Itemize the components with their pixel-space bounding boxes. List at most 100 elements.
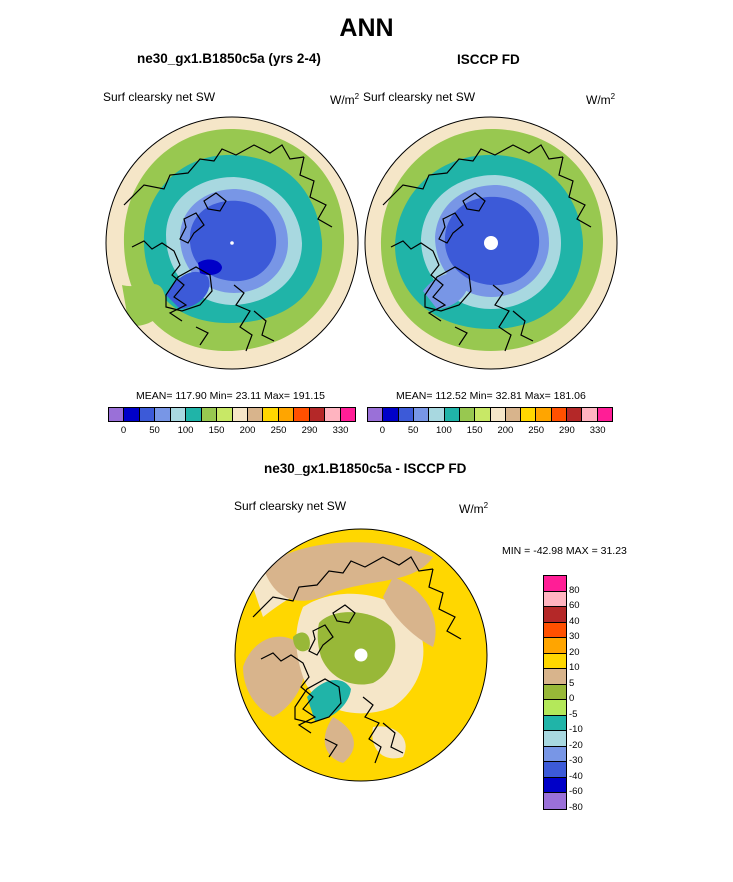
colorbar-swatch (544, 669, 566, 685)
right-panel-title: ISCCP FD (457, 52, 520, 67)
colorbar-swatch (109, 408, 125, 421)
colorbar-swatch (544, 762, 566, 778)
colorbar-swatch (368, 408, 384, 421)
colorbar-swatch (444, 408, 460, 421)
colorbar-swatch (294, 408, 310, 421)
colorbar-swatch (490, 408, 506, 421)
colorbar-swatch (413, 408, 430, 421)
colorbar-tick-label: 330 (589, 425, 606, 436)
colorbar-tick-label: 100 (177, 425, 194, 436)
colorbar-tick-label: 40 (569, 615, 580, 627)
colorbar-tick-label: 290 (301, 425, 318, 436)
colorbar-swatch (475, 408, 491, 421)
colorbar-tick-label: 100 (435, 425, 452, 436)
colorbar-tick-label: -80 (569, 801, 583, 813)
colorbar-swatch (201, 408, 218, 421)
figure-title: ANN (339, 14, 394, 42)
colorbar-tick-label: 250 (270, 425, 287, 436)
colorbar-tick-label: 150 (466, 425, 483, 436)
right-colorbar-ticks: 0 50 100 150 200 250 290 330 (367, 425, 613, 439)
colorbar-swatch (232, 408, 248, 421)
difference-colorbar-ticks: 80 60 40 30 20 10 5 0 -5 -10 -20 -30 -40 -60 -80 (569, 575, 609, 815)
colorbar-swatch (544, 793, 566, 809)
colorbar-tick-label: 0 (379, 425, 386, 436)
left-colorbar-ticks: 0 50 100 150 200 250 290 330 (108, 425, 356, 439)
colorbar-tick-label: 200 (239, 425, 256, 436)
colorbar-tick-label: -40 (569, 770, 583, 782)
colorbar-swatch (325, 408, 341, 421)
colorbar-swatch (544, 591, 566, 607)
left-polar-map (105, 116, 359, 370)
colorbar-tick-label: 0 (569, 693, 575, 704)
right-units-label: W/m2 (586, 92, 616, 107)
colorbar-swatch (544, 715, 566, 731)
colorbar-swatch (582, 408, 598, 421)
colorbar-swatch (309, 408, 326, 421)
colorbar-swatch (544, 622, 566, 638)
colorbar-tick-label: 50 (407, 425, 419, 436)
left-panel-title: ne30_gx1.B1850c5a (yrs 2-4) (137, 51, 321, 66)
colorbar-swatch (544, 638, 566, 654)
colorbar-swatch (170, 408, 187, 421)
colorbar-tick-label: -30 (569, 755, 583, 766)
colorbar-tick-label: -20 (569, 739, 583, 751)
colorbar-tick-label: 0 (120, 425, 127, 436)
colorbar-swatch (139, 408, 156, 421)
colorbar-tick-label: 150 (208, 425, 225, 436)
colorbar-tick-label: -5 (569, 708, 578, 720)
colorbar-swatch (398, 408, 414, 421)
difference-minmax: MIN = -42.98 MAX = 31.23 (502, 545, 627, 557)
colorbar-tick-label: 60 (569, 600, 580, 611)
colorbar-swatch (544, 746, 566, 762)
colorbar-swatch (544, 731, 566, 747)
colorbar-swatch (340, 408, 355, 421)
colorbar-swatch (247, 408, 264, 421)
colorbar-swatch (459, 408, 476, 421)
colorbar-tick-label: 200 (497, 425, 514, 436)
colorbar-tick-label: 250 (528, 425, 545, 436)
colorbar-swatch (551, 408, 568, 421)
colorbar-tick-label: -60 (569, 786, 583, 797)
colorbar-swatch (567, 408, 583, 421)
colorbar-tick-label: 290 (558, 425, 575, 436)
colorbar-swatch (544, 684, 566, 700)
colorbar-tick-label: 30 (569, 631, 580, 642)
left-stats: MEAN= 117.90 Min= 23.11 Max= 191.15 (136, 390, 326, 402)
colorbar-swatch (544, 653, 566, 669)
right-colorbar (367, 407, 613, 422)
colorbar-swatch (544, 607, 566, 623)
colorbar-tick-label: 50 (149, 425, 160, 436)
colorbar-swatch (536, 408, 552, 421)
colorbar-swatch (429, 408, 445, 421)
right-stats: MEAN= 112.52 Min= 32.81 Max= 181.06 (396, 390, 586, 402)
colorbar-swatch (544, 576, 566, 592)
colorbar-swatch (124, 408, 140, 421)
colorbar-swatch (217, 408, 233, 421)
left-colorbar (108, 407, 356, 422)
left-variable-label: Surf clearsky net SW (103, 90, 216, 104)
colorbar-swatch (544, 777, 566, 793)
difference-polar-map (234, 528, 488, 782)
right-variable-label: Surf clearsky net SW (363, 90, 476, 104)
difference-colorbar (543, 575, 567, 810)
colorbar-tick-label: 80 (569, 584, 580, 596)
left-units-label: W/m2 (330, 92, 360, 107)
colorbar-tick-label: 330 (332, 425, 349, 436)
colorbar-swatch (263, 408, 279, 421)
colorbar-swatch (383, 408, 399, 421)
colorbar-tick-label: 5 (569, 677, 575, 689)
right-polar-map (364, 116, 618, 370)
colorbar-swatch (155, 408, 171, 421)
colorbar-tick-label: -10 (569, 724, 583, 735)
difference-variable-label: Surf clearsky net SW (234, 499, 347, 513)
colorbar-swatch (597, 408, 612, 421)
colorbar-swatch (521, 408, 537, 421)
colorbar-swatch (186, 408, 202, 421)
difference-title: ne30_gx1.B1850c5a - ISCCP FD (264, 461, 467, 476)
colorbar-tick-label: 10 (569, 662, 580, 673)
difference-units-label: W/m2 (459, 501, 489, 516)
colorbar-swatch (278, 408, 295, 421)
colorbar-swatch (505, 408, 522, 421)
colorbar-tick-label: 20 (569, 646, 580, 658)
colorbar-swatch (544, 700, 566, 716)
